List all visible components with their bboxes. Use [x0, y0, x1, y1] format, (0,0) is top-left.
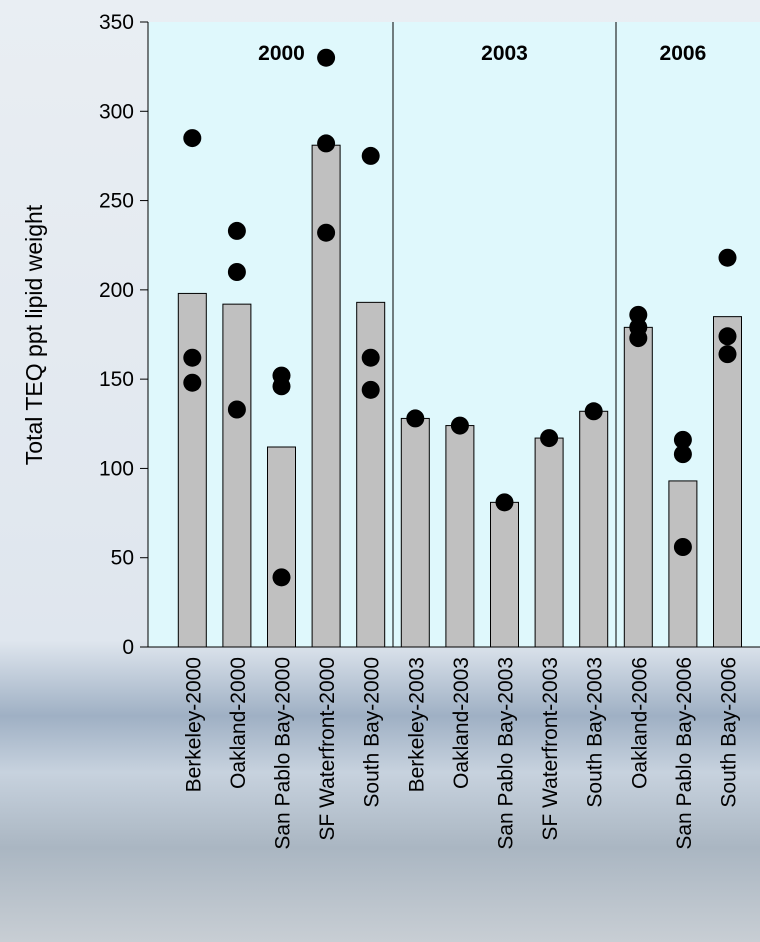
bar — [579, 410, 609, 648]
x-tick-label: South Bay-2003 — [584, 657, 607, 808]
bar — [534, 437, 564, 648]
bar — [356, 301, 386, 648]
data-point — [317, 223, 336, 242]
data-point — [272, 377, 291, 396]
bar — [222, 303, 252, 648]
data-point — [540, 429, 559, 448]
x-tick-label: Berkeley-2000 — [182, 657, 205, 792]
data-point — [450, 416, 469, 435]
bar — [490, 501, 519, 648]
group-label: 2006 — [660, 42, 707, 65]
data-point — [183, 373, 202, 392]
data-point — [317, 48, 336, 67]
x-tick-label: San Pablo Bay-2006 — [673, 657, 696, 850]
bar — [713, 316, 742, 648]
x-tick-label: South Bay-2006 — [718, 657, 741, 808]
group-label: 2000 — [258, 42, 305, 65]
data-point — [361, 380, 380, 399]
x-tick-label: Oakland-2006 — [628, 657, 651, 789]
x-tick-label: SF Waterfront-2000 — [316, 657, 339, 841]
data-point — [183, 129, 202, 148]
data-point — [629, 305, 648, 324]
bar — [177, 292, 207, 648]
x-tick-label: San Pablo Bay-2000 — [272, 657, 295, 850]
y-tick-label: 0 — [122, 636, 134, 659]
bar — [311, 144, 341, 648]
y-tick-label: 100 — [99, 457, 134, 480]
bar — [623, 326, 653, 648]
x-tick-label: Oakland-2003 — [450, 657, 473, 789]
y-tick-label: 200 — [99, 279, 134, 302]
data-point — [227, 263, 246, 281]
bar — [445, 425, 475, 648]
y-tick-label: 350 — [99, 11, 134, 34]
data-point — [361, 146, 380, 165]
x-tick-label: South Bay-2000 — [361, 657, 384, 808]
data-point — [227, 400, 246, 419]
data-point — [272, 568, 291, 587]
data-point — [406, 409, 425, 428]
y-tick-label: 300 — [99, 100, 134, 123]
x-tick-label: Berkeley-2003 — [405, 657, 428, 792]
x-tick-label: SF Waterfront-2003 — [539, 657, 562, 841]
bar — [400, 417, 430, 648]
data-point — [317, 134, 336, 153]
group-label: 2003 — [481, 42, 528, 65]
data-point — [718, 327, 737, 346]
data-point — [673, 430, 692, 449]
bar — [668, 480, 698, 648]
data-point — [718, 248, 737, 267]
bar — [267, 446, 296, 648]
data-point — [673, 538, 692, 556]
y-tick-label: 50 — [111, 547, 134, 570]
x-tick-label: San Pablo Bay-2003 — [495, 657, 518, 850]
data-point — [227, 221, 246, 240]
data-point — [584, 402, 603, 421]
y-tick-label: 150 — [99, 368, 134, 391]
data-point — [629, 329, 648, 348]
data-point — [495, 493, 514, 512]
y-tick-label: 250 — [99, 190, 134, 213]
data-point — [718, 345, 737, 364]
data-point — [361, 348, 380, 367]
y-axis-label: Total TEQ ppt lipid weight — [21, 204, 47, 465]
x-tick-label: Oakland-2000 — [227, 657, 250, 789]
data-point — [673, 445, 692, 464]
data-point — [183, 348, 202, 367]
